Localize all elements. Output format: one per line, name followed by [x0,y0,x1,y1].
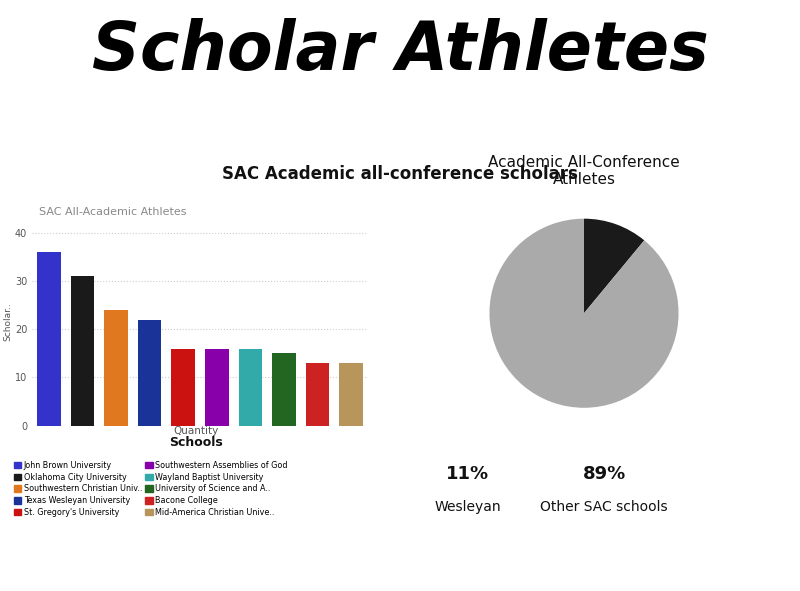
Text: SAC Academic all-conference scholars: SAC Academic all-conference scholars [222,165,578,183]
Bar [205,349,229,426]
Bar [70,277,94,426]
Bar [37,252,61,426]
Text: Scholar Athletes: Scholar Athletes [92,18,708,84]
Bar [171,349,195,426]
Y-axis label: Scholar..: Scholar.. [3,303,12,342]
Text: 89%: 89% [582,465,626,483]
Bar [306,363,330,426]
Text: Other SAC schools: Other SAC schools [540,500,668,514]
Bar [138,320,162,426]
Bar [104,310,128,426]
Wedge shape [490,219,678,408]
Wedge shape [584,219,644,313]
Text: Schools: Schools [169,436,223,449]
Text: Wesleyan: Wesleyan [434,500,502,514]
Legend: John Brown University, Oklahoma City University, Southwestern Christian Univ.., : John Brown University, Oklahoma City Uni… [12,459,290,518]
Bar [339,363,363,426]
Bar [238,349,262,426]
Text: 11%: 11% [446,465,490,483]
Text: Quantity: Quantity [174,426,218,436]
Title: Academic All-Conference
Athletes: Academic All-Conference Athletes [488,154,680,187]
Bar [272,353,296,426]
Text: SAC All-Academic Athletes: SAC All-Academic Athletes [38,206,186,216]
